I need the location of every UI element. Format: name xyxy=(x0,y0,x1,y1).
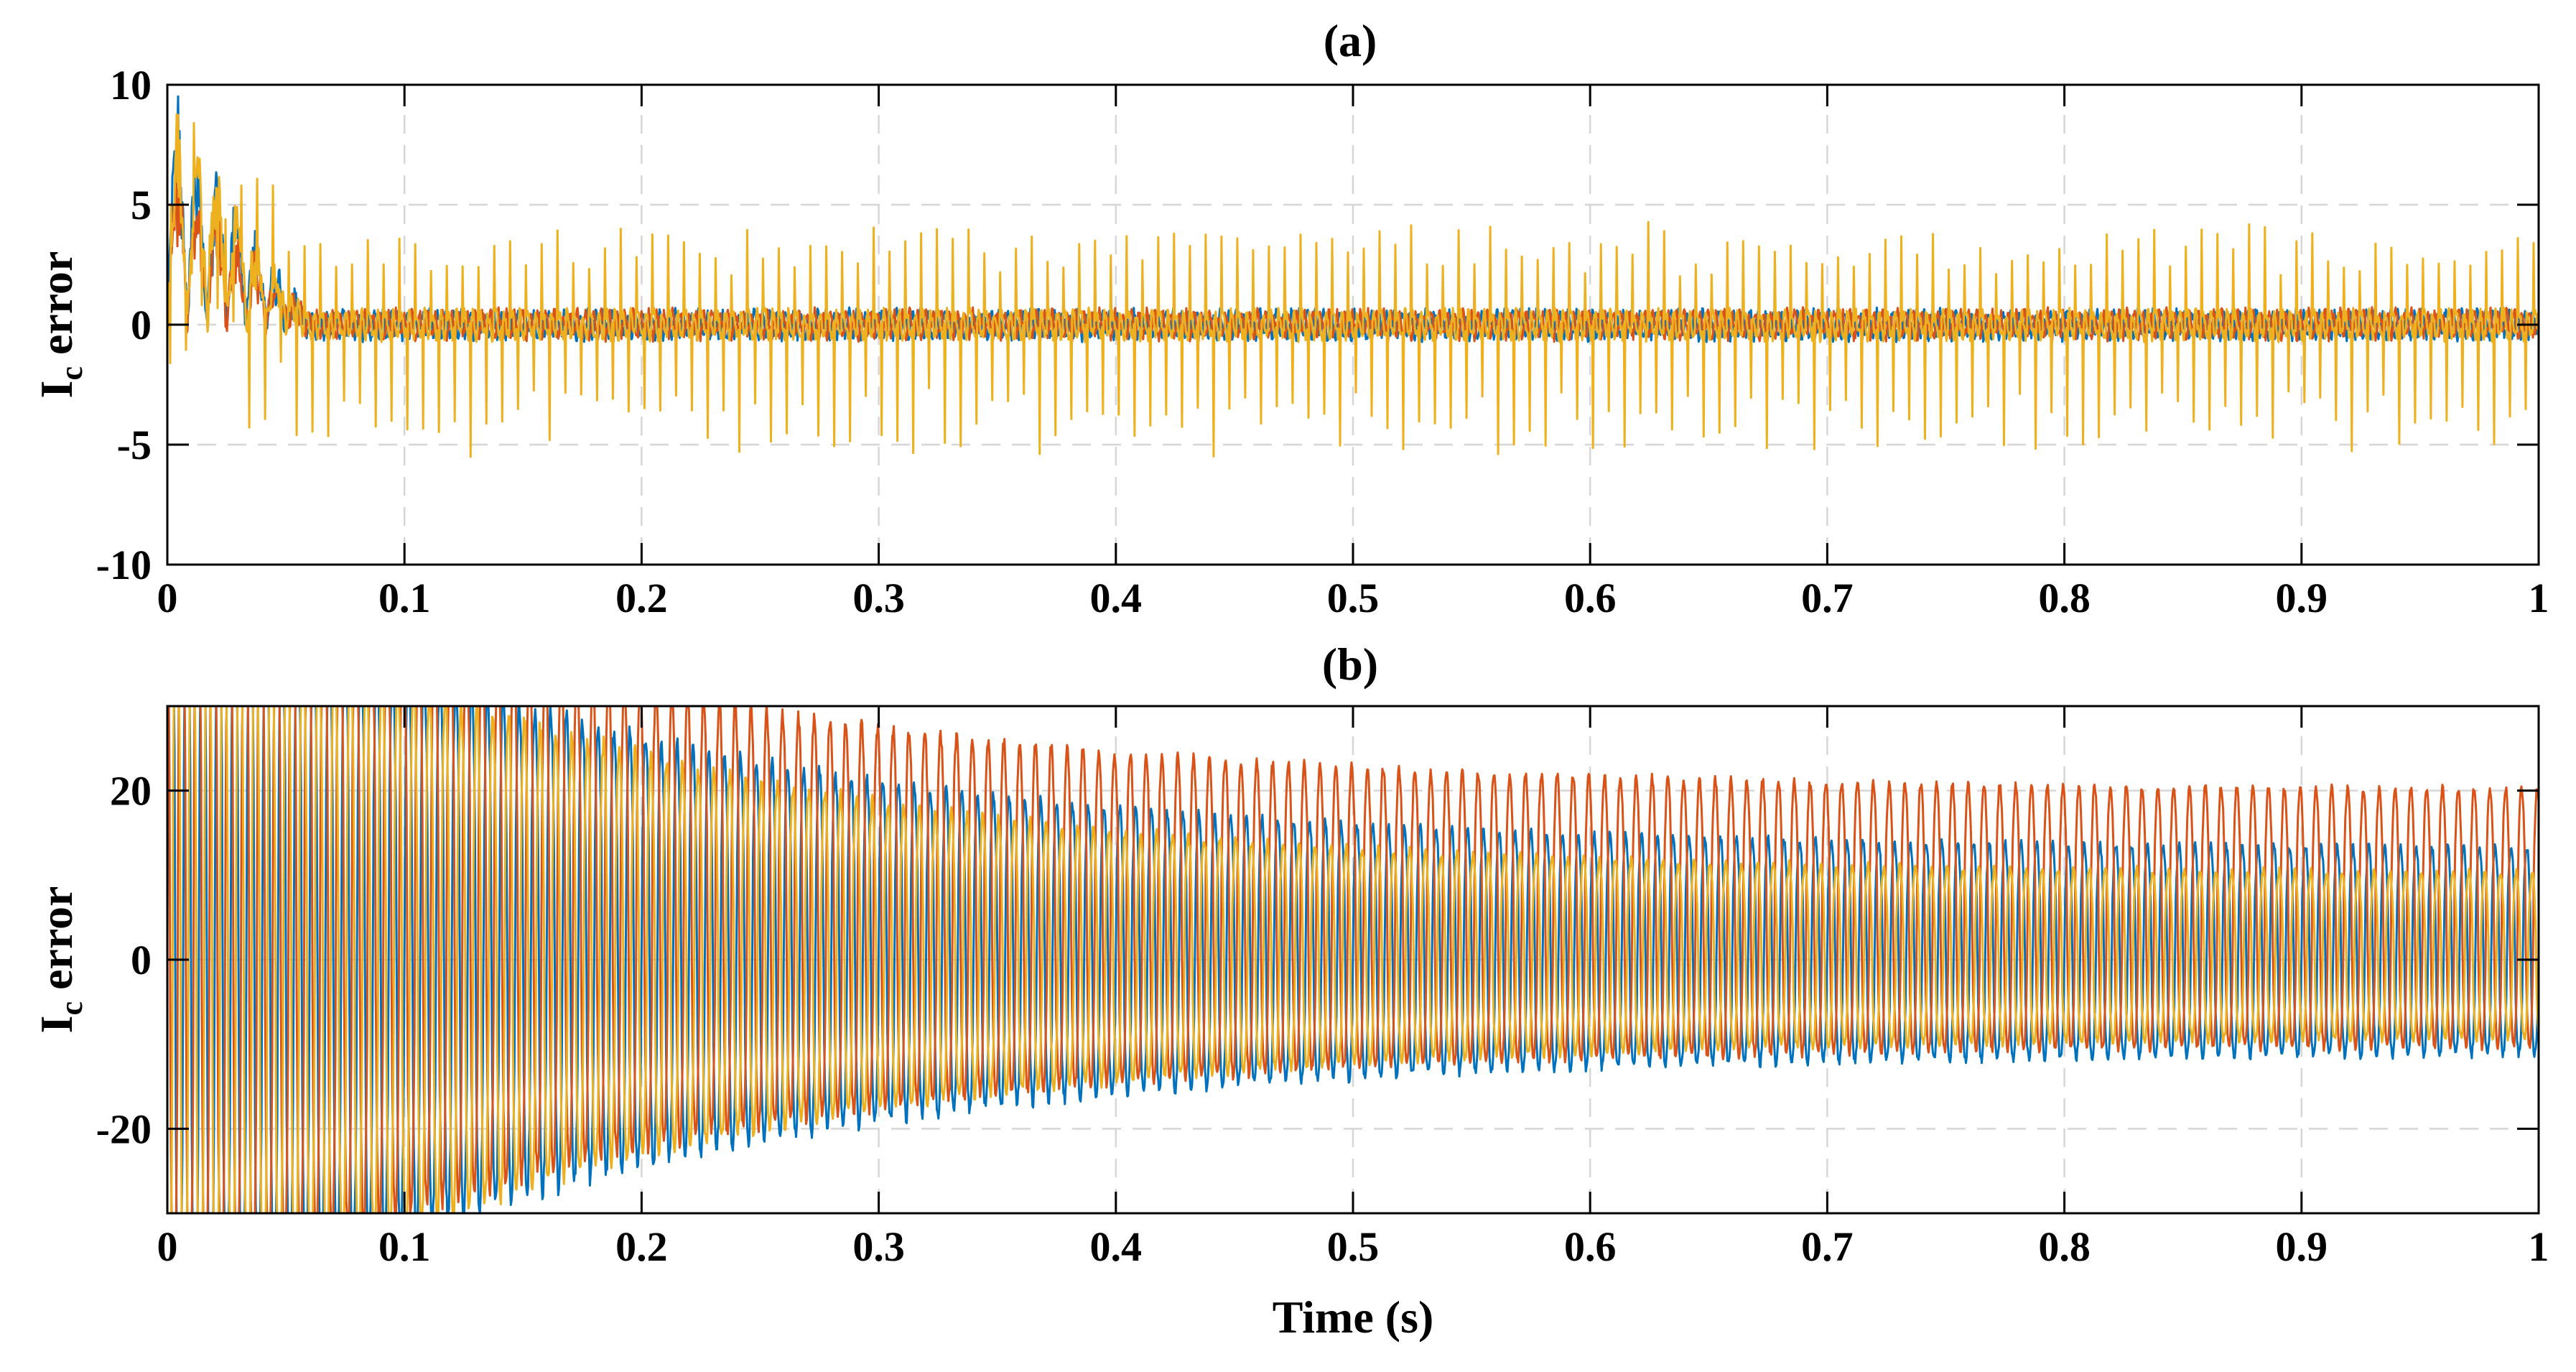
panel-b-series-1-line xyxy=(167,706,2539,1213)
panel-b-y-tick-label: 20 xyxy=(110,768,152,815)
panel-a-y-ticks: -10 -5 0 5 10 xyxy=(96,62,2539,588)
panel-a-x-tick-label: 0.5 xyxy=(1327,575,1380,621)
panel-b-x-tick-label: 0.9 xyxy=(2276,1223,2328,1270)
panel-a-series-3-line xyxy=(167,113,2539,458)
panel-a-x-ticks: 0 0.1 0.2 0.3 0.4 0.5 0.6 0.7 0.8 0.9 1 xyxy=(157,85,2549,621)
panel-b-series-3-line xyxy=(169,706,2539,1213)
panel-b-x-tick-label: 0.8 xyxy=(2038,1223,2091,1270)
panel-a-y-tick-label: -5 xyxy=(117,422,152,468)
panel-a-title: (a) xyxy=(1324,15,1377,66)
panel-a-x-tick-label: 0.7 xyxy=(1801,575,1854,621)
panel-b-x-tick-label: 0.3 xyxy=(852,1223,905,1270)
panel-a-x-tick-label: 0 xyxy=(157,575,178,621)
panel-a-series-2-line xyxy=(167,168,2539,343)
panel-b-x-tick-label: 0.1 xyxy=(378,1223,431,1270)
panel-b-x-tick-label: 0.6 xyxy=(1564,1223,1617,1270)
panel-a-y-tick-label: -10 xyxy=(96,542,152,588)
panel-b-title: (b) xyxy=(1322,639,1378,690)
panel-b: (b) 0 0.1 0.2 0.3 0.4 0.5 0.6 0.7 0.8 0.9 1 -20 0 20… xyxy=(31,639,2549,1343)
panel-a-y-tick-label: 5 xyxy=(131,182,152,228)
panel-a-x-tick-label: 0.9 xyxy=(2276,575,2328,621)
panel-b-x-tick-label: 0.7 xyxy=(1801,1223,1854,1270)
panel-a-x-tick-label: 0.6 xyxy=(1564,575,1617,621)
panel-b-x-tick-label: 0 xyxy=(157,1223,178,1270)
panel-b-x-tick-label: 0.5 xyxy=(1327,1223,1380,1270)
panel-a-x-tick-label: 0.3 xyxy=(852,575,905,621)
panel-b-plot-area xyxy=(167,706,2539,1213)
panel-b-y-axis-label: Ic error xyxy=(31,886,89,1034)
panel-b-y-ticks: -20 0 20 xyxy=(96,768,2539,1152)
panel-b-x-ticks: 0 0.1 0.2 0.3 0.4 0.5 0.6 0.7 0.8 0.9 1 xyxy=(157,706,2549,1270)
panel-a-plot-area xyxy=(167,95,2539,458)
panel-a-x-tick-label: 0.2 xyxy=(615,575,668,621)
panel-b-x-tick-label: 0.4 xyxy=(1090,1223,1143,1270)
panel-a-y-tick-label: 0 xyxy=(131,302,152,348)
panel-a-y-axis-label: Ic error xyxy=(31,251,89,399)
panel-b-x-tick-label: 1 xyxy=(2529,1223,2549,1270)
panel-b-y-tick-label: -20 xyxy=(96,1106,152,1152)
panel-b-y-tick-label: 0 xyxy=(131,937,152,983)
panel-b-x-axis-label: Time (s) xyxy=(1273,1292,1434,1343)
panel-a-y-tick-label: 10 xyxy=(110,62,152,108)
panel-a-x-tick-label: 0.4 xyxy=(1090,575,1143,621)
panel-a-x-tick-label: 0.8 xyxy=(2038,575,2091,621)
panel-b-series-2-line xyxy=(167,706,2539,1213)
panel-a-x-tick-label: 0.1 xyxy=(378,575,431,621)
panel-a-x-tick-label: 1 xyxy=(2529,575,2549,621)
panel-a: (a) 0 0.1 0.2 0.3 0.4 0.5 0.6 0.7 0.8 0.9 1 -10-50… xyxy=(31,15,2549,621)
panel-b-x-tick-label: 0.2 xyxy=(615,1223,668,1270)
